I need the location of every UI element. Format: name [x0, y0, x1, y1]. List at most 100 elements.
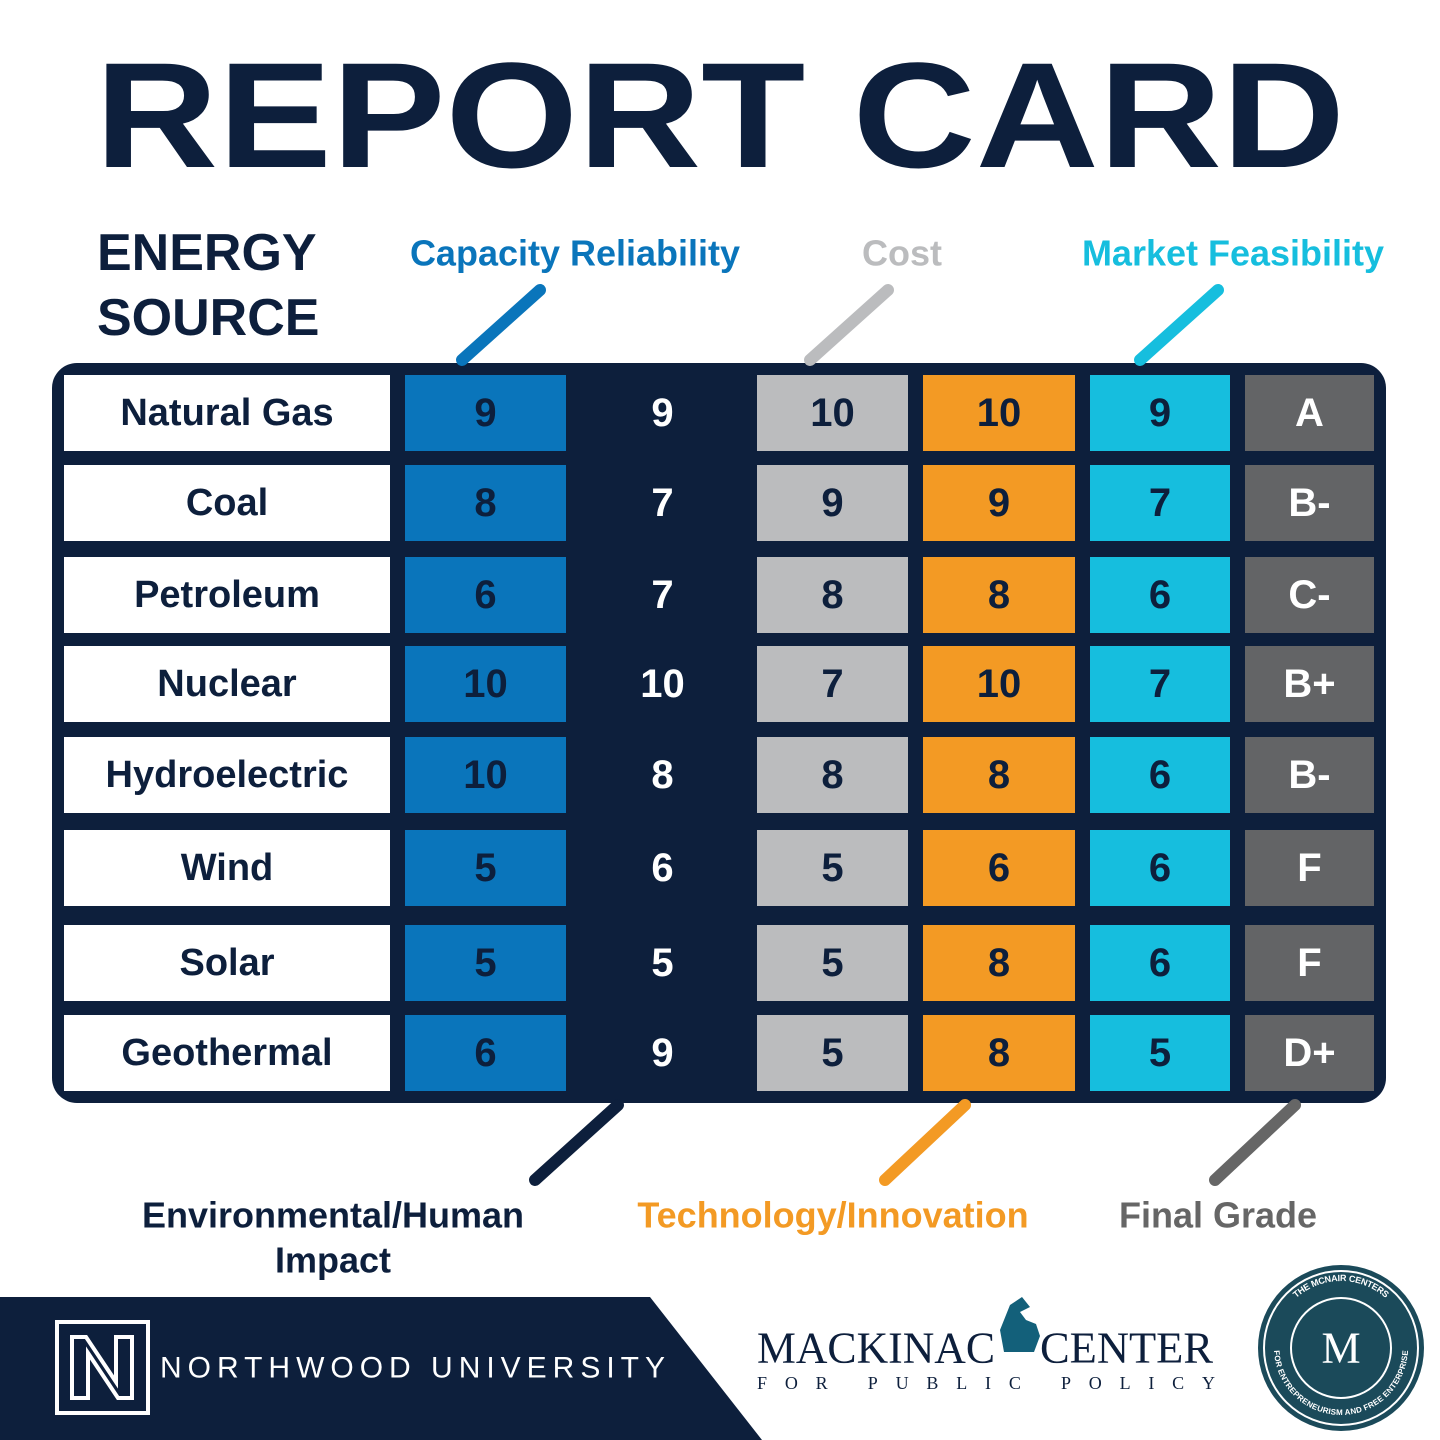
score-cell: [923, 830, 1075, 906]
score: 5: [821, 1031, 843, 1075]
mcnair-ring: [1263, 1270, 1419, 1426]
score: 8: [821, 753, 843, 797]
score: 6: [1149, 753, 1171, 797]
score-cell: [923, 925, 1075, 1001]
score: 10: [977, 391, 1022, 435]
score-cell: [757, 737, 908, 813]
source-label: Solar: [179, 942, 274, 984]
score-cell: [1090, 925, 1230, 1001]
source-cell: [64, 737, 390, 813]
column-header: Environmental/Human: [142, 1195, 524, 1236]
score: 9: [474, 391, 496, 435]
score: 10: [977, 662, 1022, 706]
score: 8: [988, 573, 1010, 617]
header-connector: [456, 284, 546, 366]
source-cell: [64, 465, 390, 541]
score-cell: [757, 830, 908, 906]
score-cell: [1245, 925, 1374, 1001]
score-cell: [923, 465, 1075, 541]
source-cell: [64, 830, 390, 906]
score: 6: [1149, 846, 1171, 890]
score-cell: [1245, 737, 1374, 813]
score-cell: [1090, 1015, 1230, 1091]
grade: B-: [1288, 753, 1330, 797]
header-connector: [1209, 1099, 1301, 1186]
mackinac-subtext: FOR PUBLIC POLICY: [757, 1373, 1215, 1393]
score-cell: [923, 1015, 1075, 1091]
score: 5: [651, 941, 673, 985]
source-label: Nuclear: [157, 663, 297, 705]
source-cell: [64, 557, 390, 633]
score-cell: [1245, 646, 1374, 722]
score: 5: [1149, 1031, 1171, 1075]
score-cell: [405, 830, 566, 906]
score-cell: [405, 557, 566, 633]
score: 5: [821, 846, 843, 890]
source-label: Geothermal: [121, 1032, 332, 1074]
score: 9: [821, 481, 843, 525]
header-connector: [1134, 284, 1224, 366]
score: 9: [651, 391, 673, 435]
source-cell: [64, 1015, 390, 1091]
score-cell: [923, 646, 1075, 722]
score-cell: [923, 375, 1075, 451]
header-connector: [879, 1099, 971, 1186]
mcnair-monogram: M: [1321, 1324, 1360, 1373]
score: 8: [474, 481, 496, 525]
score: 6: [651, 846, 673, 890]
source-label: Petroleum: [134, 574, 320, 616]
score-cell: [757, 1015, 908, 1091]
mcnair-seal: [1258, 1265, 1424, 1431]
score-cell: [757, 925, 908, 1001]
score-cell: [1245, 1015, 1374, 1091]
column-header: Cost: [862, 233, 942, 274]
score-cell: [1090, 646, 1230, 722]
score-cell: [757, 557, 908, 633]
table-frame: [52, 363, 1386, 1103]
score: 6: [988, 846, 1010, 890]
source-label: Wind: [181, 847, 274, 889]
score: 8: [821, 573, 843, 617]
score: 8: [988, 753, 1010, 797]
score: 10: [640, 662, 685, 706]
column-header: Capacity Reliability: [410, 233, 740, 274]
score: 5: [474, 846, 496, 890]
score: 5: [821, 941, 843, 985]
score-cell: [405, 925, 566, 1001]
michigan-icon: [1000, 1297, 1040, 1352]
score: 7: [651, 573, 673, 617]
northwood-mark: [70, 1335, 134, 1400]
source-label: Coal: [186, 482, 268, 524]
source-label: Natural Gas: [120, 392, 333, 434]
score-cell: [923, 557, 1075, 633]
northwood-logo: [55, 1320, 150, 1415]
score-cell: [923, 737, 1075, 813]
column-header: Final Grade: [1119, 1195, 1317, 1236]
score: 8: [988, 941, 1010, 985]
score-cell: [1090, 375, 1230, 451]
score-cell: [1090, 737, 1230, 813]
score-cell: [1090, 830, 1230, 906]
mackinac-text: CENTER: [1040, 1324, 1214, 1373]
score: 9: [988, 481, 1010, 525]
column-header: Market Feasibility: [1082, 233, 1384, 274]
score: 6: [474, 573, 496, 617]
grade: F: [1297, 846, 1321, 890]
source-cell: [64, 375, 390, 451]
score: 7: [821, 662, 843, 706]
score-cell: [405, 375, 566, 451]
score-cell: [1090, 557, 1230, 633]
grade: C-: [1288, 573, 1330, 617]
source-label: Hydroelectric: [106, 754, 349, 796]
score-cell: [757, 465, 908, 541]
grade: F: [1297, 941, 1321, 985]
row-header: ENERGY: [97, 224, 317, 282]
header-connector: [529, 1099, 624, 1186]
title: REPORT CARD: [95, 31, 1345, 199]
score: 6: [1149, 573, 1171, 617]
source-cell: [64, 646, 390, 722]
score: 5: [474, 941, 496, 985]
score: 6: [474, 1031, 496, 1075]
score: 10: [810, 391, 855, 435]
